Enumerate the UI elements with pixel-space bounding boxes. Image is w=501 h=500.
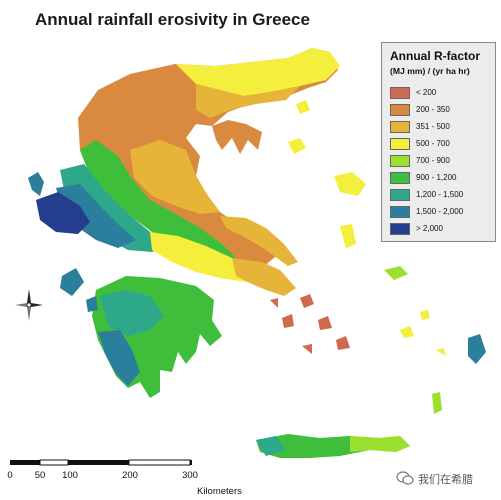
legend-item: > 2,000 [390, 223, 494, 237]
western-green [80, 140, 240, 262]
legend-label: 700 - 900 [416, 156, 450, 165]
crete-east [350, 436, 410, 452]
scale-tick-label: 200 [122, 470, 138, 481]
scale-bar: 0 50 100 200 300 Kilometers [7, 456, 308, 497]
legend-item: 900 - 1,200 [390, 172, 494, 186]
scale-tick-label: 0 [7, 470, 13, 481]
watermark-text: 我们在希腊 [418, 474, 473, 486]
evia [220, 216, 298, 266]
legend-swatch [390, 104, 410, 116]
legend-label: > 2,000 [416, 224, 443, 233]
thessaly-amber [130, 140, 220, 214]
karpathos [432, 392, 442, 414]
rhodes [468, 334, 486, 364]
legend-item: < 200 [390, 87, 494, 101]
legend-swatch [390, 138, 410, 150]
legend-swatch [390, 189, 410, 201]
ionian-islands [60, 268, 98, 312]
legend-swatch [390, 206, 410, 218]
chalkidiki [212, 120, 262, 154]
cyclades [270, 294, 350, 354]
corfu [28, 172, 44, 196]
legend-swatch [390, 155, 410, 167]
scale-tick-label: 300 [182, 470, 198, 481]
peloponnese-teal [100, 290, 164, 336]
legend-label: 1,500 - 2,000 [416, 207, 464, 216]
attica [232, 258, 296, 296]
legend-label: 200 - 350 [416, 105, 450, 114]
epirus-blue [56, 184, 136, 248]
macedonia-yellow [176, 48, 340, 96]
compass-rose-icon [14, 288, 44, 322]
legend-item: 200 - 350 [390, 104, 494, 118]
legend: Annual R-factor (MJ mm) / (yr ha hr) < 2… [381, 42, 496, 242]
map-title: Annual rainfall erosivity in Greece [35, 10, 310, 29]
legend-label: 1,200 - 1,500 [416, 190, 464, 199]
epirus-darkblue [36, 192, 90, 234]
legend-swatch [390, 121, 410, 133]
legend-item: 1,200 - 1,500 [390, 189, 494, 203]
chios [340, 224, 356, 248]
legend-swatch [390, 172, 410, 184]
legend-label: 500 - 700 [416, 139, 450, 148]
lesbos [334, 172, 366, 196]
legend-item: 500 - 700 [390, 138, 494, 152]
crete-west [256, 436, 286, 456]
thasos [296, 100, 310, 114]
legend-label: 900 - 1,200 [416, 173, 457, 182]
legend-label: < 200 [416, 88, 437, 97]
peloponnese-blue [98, 330, 140, 386]
legend-label: 351 - 500 [416, 122, 450, 131]
macedonia-amber [196, 84, 300, 118]
legend-swatch [390, 223, 410, 235]
legend-swatch [390, 87, 410, 99]
epirus-teal [60, 164, 170, 252]
scale-tick-label: 50 [34, 470, 46, 481]
dodecanese-small [400, 310, 446, 356]
watermark: 我们在希腊 [396, 469, 501, 489]
legend-item: 351 - 500 [390, 121, 494, 135]
samos [384, 266, 408, 280]
legend-item: 700 - 900 [390, 155, 494, 169]
wechat-icon [396, 471, 414, 485]
legend-units: (MJ mm) / (yr ha hr) [390, 66, 470, 76]
legend-item: 1,500 - 2,000 [390, 206, 494, 220]
lemnos [288, 138, 306, 154]
legend-title: Annual R-factor [390, 49, 480, 63]
scale-unit-label: Kilometers [197, 486, 242, 497]
scale-tick-label: 100 [62, 470, 78, 481]
